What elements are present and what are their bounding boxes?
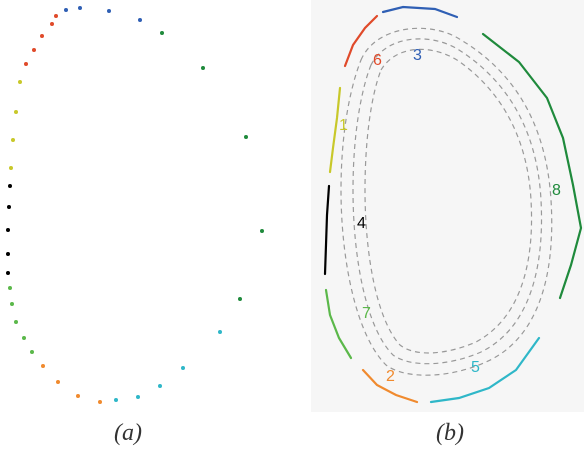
point-8: [107, 9, 111, 13]
point-5: [54, 14, 58, 18]
segment-label-6: 6: [373, 52, 382, 69]
point-4: [50, 22, 54, 26]
point-36: [260, 229, 264, 233]
segment-label-2: 2: [386, 368, 395, 385]
segment-6-line: [343, 14, 379, 68]
panel-a-point-cloud: [0, 0, 270, 412]
segment-label-5: 5: [471, 359, 480, 376]
point-14: [8, 184, 12, 188]
point-33: [160, 31, 164, 35]
segment-1-line: [328, 86, 342, 174]
point-25: [56, 380, 60, 384]
point-21: [14, 320, 18, 324]
point-13: [9, 166, 13, 170]
point-20: [10, 302, 14, 306]
point-23: [30, 350, 34, 354]
point-10: [18, 80, 22, 84]
segment-3-line: [381, 5, 459, 19]
point-37: [238, 297, 242, 301]
boundary-segments: [323, 5, 583, 404]
panel-b-segmented-contour: 1 2 3 4 5 6 7 8: [311, 0, 584, 412]
segment-labels: 1 2 3 4 5 6 7 8: [339, 47, 561, 385]
point-16: [6, 228, 10, 232]
point-11: [14, 110, 18, 114]
segment-label-1: 1: [339, 117, 348, 134]
point-12: [11, 138, 15, 142]
segment-label-3: 3: [413, 47, 422, 64]
point-27: [98, 400, 102, 404]
point-18: [6, 271, 10, 275]
dashed-contour-middle: [352, 38, 543, 365]
point-30: [158, 384, 162, 388]
point-19: [8, 286, 12, 290]
point-15: [7, 205, 11, 209]
segment-label-8: 8: [552, 182, 561, 199]
caption-a: (a): [114, 420, 142, 446]
point-1: [24, 62, 28, 66]
point-28: [114, 398, 118, 402]
point-32: [218, 330, 222, 334]
point-9: [138, 18, 142, 22]
segment-5-line: [429, 336, 541, 404]
segment-2-line: [361, 368, 419, 404]
point-cloud-group: [6, 6, 264, 404]
point-2: [32, 48, 36, 52]
point-34: [201, 66, 205, 70]
point-31: [181, 366, 185, 370]
point-29: [136, 395, 140, 399]
point-22: [22, 336, 26, 340]
point-7: [78, 6, 82, 10]
point-17: [6, 252, 10, 256]
point-3: [40, 34, 44, 38]
point-26: [76, 394, 80, 398]
point-6: [64, 8, 68, 12]
point-24: [41, 364, 45, 368]
point-cloud-svg: [6, 6, 264, 404]
point-35: [244, 135, 248, 139]
dashed-contour-outer: [340, 27, 553, 376]
dashed-contour-inner: [364, 48, 533, 354]
caption-b: (b): [436, 420, 464, 446]
segmented-contour-svg: 1 2 3 4 5 6 7 8: [323, 5, 583, 404]
segment-4-line: [323, 184, 331, 276]
dashed-contours: [340, 27, 553, 376]
segment-label-4: 4: [357, 215, 366, 232]
segment-label-7: 7: [362, 305, 371, 322]
segment-7-line: [324, 288, 353, 360]
segment-8-line: [481, 32, 583, 300]
